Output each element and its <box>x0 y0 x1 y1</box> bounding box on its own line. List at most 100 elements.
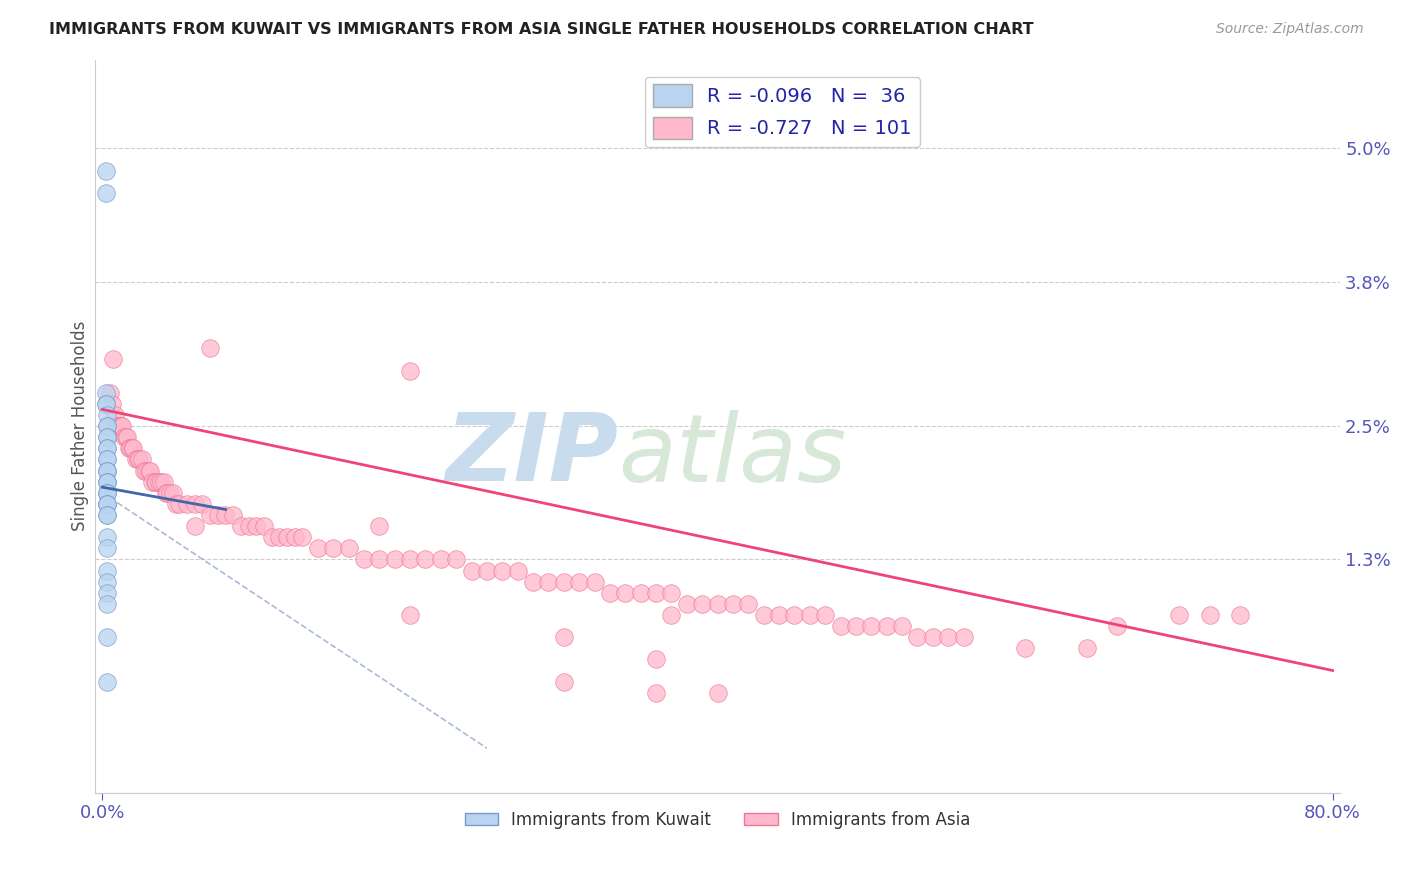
Point <box>706 686 728 700</box>
Point <box>141 475 163 489</box>
Point <box>131 452 153 467</box>
Point <box>155 485 177 500</box>
Point <box>368 519 391 533</box>
Point <box>952 630 974 644</box>
Point <box>96 464 118 478</box>
Point <box>96 442 118 456</box>
Point <box>936 630 959 644</box>
Point <box>96 419 118 434</box>
Point <box>184 497 207 511</box>
Point <box>1229 607 1251 622</box>
Point <box>104 408 127 422</box>
Point <box>108 419 131 434</box>
Point <box>1167 607 1189 622</box>
Point <box>599 585 621 599</box>
Point <box>860 619 883 633</box>
Point <box>191 497 214 511</box>
Point <box>614 585 637 599</box>
Point <box>100 397 122 411</box>
Point <box>845 619 868 633</box>
Point <box>207 508 229 522</box>
Point <box>111 419 134 434</box>
Y-axis label: Single Father Households: Single Father Households <box>72 321 89 532</box>
Point <box>184 519 207 533</box>
Point <box>269 530 291 544</box>
Point <box>96 485 118 500</box>
Point <box>117 442 139 456</box>
Point <box>96 574 118 589</box>
Point <box>630 585 652 599</box>
Point <box>460 564 482 578</box>
Point <box>138 464 160 478</box>
Point <box>337 541 360 556</box>
Point <box>506 564 529 578</box>
Legend: Immigrants from Kuwait, Immigrants from Asia: Immigrants from Kuwait, Immigrants from … <box>458 805 977 836</box>
Point <box>752 607 775 622</box>
Point <box>127 452 149 467</box>
Point <box>162 485 184 500</box>
Point <box>96 585 118 599</box>
Point <box>1198 607 1220 622</box>
Point <box>568 574 591 589</box>
Point <box>176 497 198 511</box>
Point <box>96 497 118 511</box>
Point <box>96 430 118 444</box>
Point <box>830 619 852 633</box>
Point <box>96 597 118 611</box>
Point <box>96 564 118 578</box>
Point <box>661 607 683 622</box>
Point <box>96 430 118 444</box>
Point <box>399 552 422 566</box>
Point <box>94 397 117 411</box>
Point <box>105 419 128 434</box>
Text: atlas: atlas <box>617 410 846 501</box>
Text: IMMIGRANTS FROM KUWAIT VS IMMIGRANTS FROM ASIA SINGLE FATHER HOUSEHOLDS CORRELAT: IMMIGRANTS FROM KUWAIT VS IMMIGRANTS FRO… <box>49 22 1033 37</box>
Point <box>814 607 837 622</box>
Point <box>139 464 162 478</box>
Point <box>165 497 187 511</box>
Point <box>253 519 276 533</box>
Point <box>675 597 697 611</box>
Point <box>121 442 143 456</box>
Point <box>96 530 118 544</box>
Point <box>96 497 118 511</box>
Point <box>475 564 498 578</box>
Point <box>276 530 298 544</box>
Point <box>737 597 759 611</box>
Text: ZIP: ZIP <box>446 409 617 501</box>
Point <box>645 652 668 666</box>
Point <box>96 630 118 644</box>
Point <box>415 552 437 566</box>
Point <box>96 408 118 422</box>
Point <box>537 574 560 589</box>
Point <box>368 552 391 566</box>
Point <box>444 552 467 566</box>
Point <box>120 442 142 456</box>
Point <box>522 574 544 589</box>
Point <box>245 519 267 533</box>
Point <box>96 508 118 522</box>
Point <box>661 585 683 599</box>
Point <box>148 475 170 489</box>
Point <box>94 163 117 178</box>
Point <box>799 607 821 622</box>
Point <box>96 475 118 489</box>
Text: Source: ZipAtlas.com: Source: ZipAtlas.com <box>1216 22 1364 37</box>
Point <box>115 430 138 444</box>
Point <box>103 352 125 367</box>
Point <box>107 419 129 434</box>
Point <box>96 674 118 689</box>
Point <box>159 485 181 500</box>
Point <box>353 552 375 566</box>
Point <box>96 485 118 500</box>
Point <box>1107 619 1129 633</box>
Point <box>145 475 167 489</box>
Point <box>238 519 260 533</box>
Point <box>583 574 606 589</box>
Point <box>260 530 283 544</box>
Point <box>96 541 118 556</box>
Point <box>307 541 329 556</box>
Point <box>132 464 155 478</box>
Point <box>96 419 118 434</box>
Point <box>876 619 898 633</box>
